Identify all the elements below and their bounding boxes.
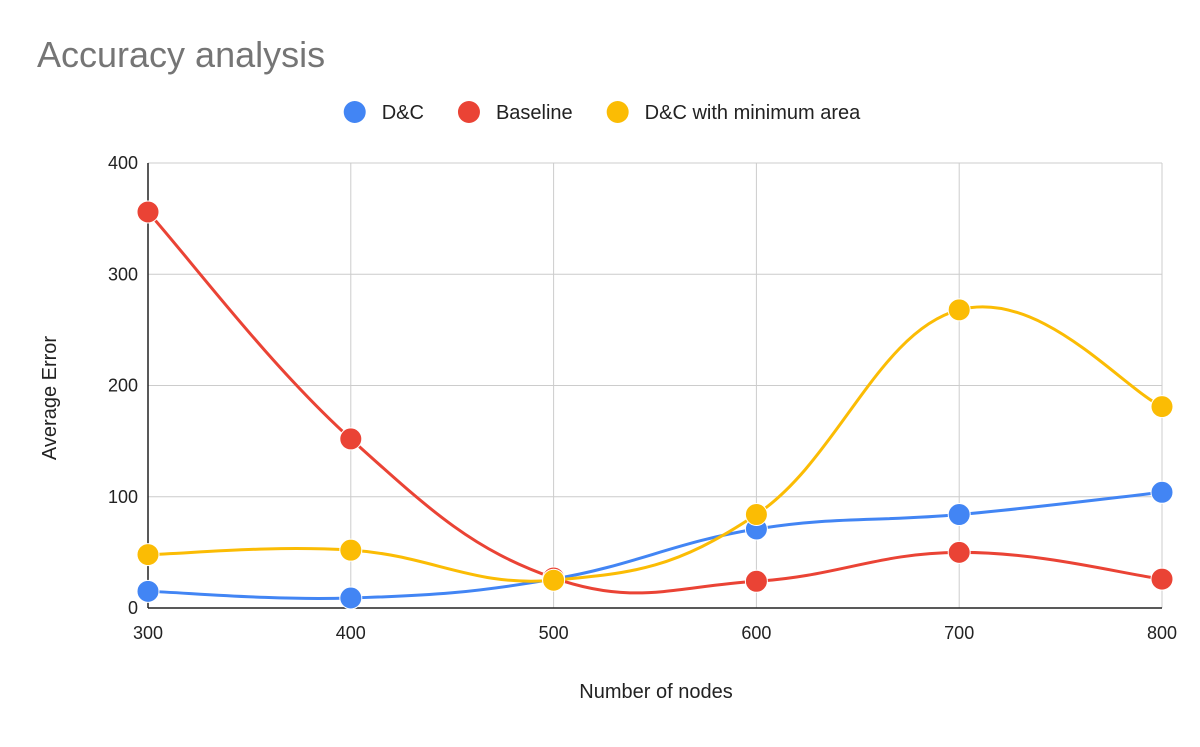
legend-label: D&C — [382, 102, 424, 124]
series-line-d-c — [147, 490, 1163, 600]
x-tick-label: 800 — [1147, 623, 1177, 643]
series-points — [136, 200, 1174, 610]
y-tick-label: 100 — [108, 487, 138, 507]
series-line-d-c-with-minimum-area — [147, 305, 1163, 583]
y-tick-label: 300 — [108, 264, 138, 284]
legend-label: Baseline — [496, 102, 573, 124]
legend: D&C Baseline D&C with minimum area — [343, 101, 861, 124]
x-axis-label: Number of nodes — [579, 681, 732, 703]
data-point-d-c — [1150, 480, 1174, 504]
legend-item: D&C with minimum area — [606, 101, 861, 124]
legend-item: D&C — [343, 101, 424, 124]
data-point-d-c-with-minimum-area — [542, 568, 566, 592]
data-point-d-c-with-minimum-area — [744, 503, 768, 527]
data-point-d-c-with-minimum-area — [1150, 395, 1174, 419]
x-tick-label: 500 — [539, 623, 569, 643]
legend-swatch — [606, 101, 629, 123]
y-tick-label: 200 — [108, 376, 138, 396]
data-point-d-c — [136, 579, 160, 603]
data-point-baseline — [1150, 567, 1174, 591]
data-point-baseline — [339, 427, 363, 451]
data-point-d-c-with-minimum-area — [947, 298, 971, 322]
data-point-baseline — [744, 569, 768, 593]
x-tick-label: 600 — [741, 623, 771, 643]
y-axis-label: Average Error — [39, 336, 61, 460]
legend-label: D&C with minimum area — [645, 102, 861, 124]
y-tick-label: 400 — [108, 153, 138, 173]
series-line-baseline — [146, 210, 1163, 595]
series-lines — [146, 210, 1163, 600]
x-tick-label: 700 — [944, 623, 974, 643]
data-point-d-c-with-minimum-area — [136, 543, 160, 567]
x-tick-label: 400 — [336, 623, 366, 643]
legend-item: Baseline — [457, 101, 573, 124]
data-point-baseline — [136, 200, 160, 224]
data-point-d-c — [947, 503, 971, 527]
data-point-baseline — [947, 540, 971, 564]
legend-swatch — [457, 101, 480, 123]
data-point-d-c-with-minimum-area — [339, 538, 363, 562]
y-tick-label: 0 — [128, 598, 138, 618]
x-tick-label: 300 — [133, 623, 163, 643]
chart-title: Accuracy analysis — [37, 34, 326, 75]
data-point-d-c — [339, 586, 363, 610]
legend-swatch — [343, 101, 366, 123]
